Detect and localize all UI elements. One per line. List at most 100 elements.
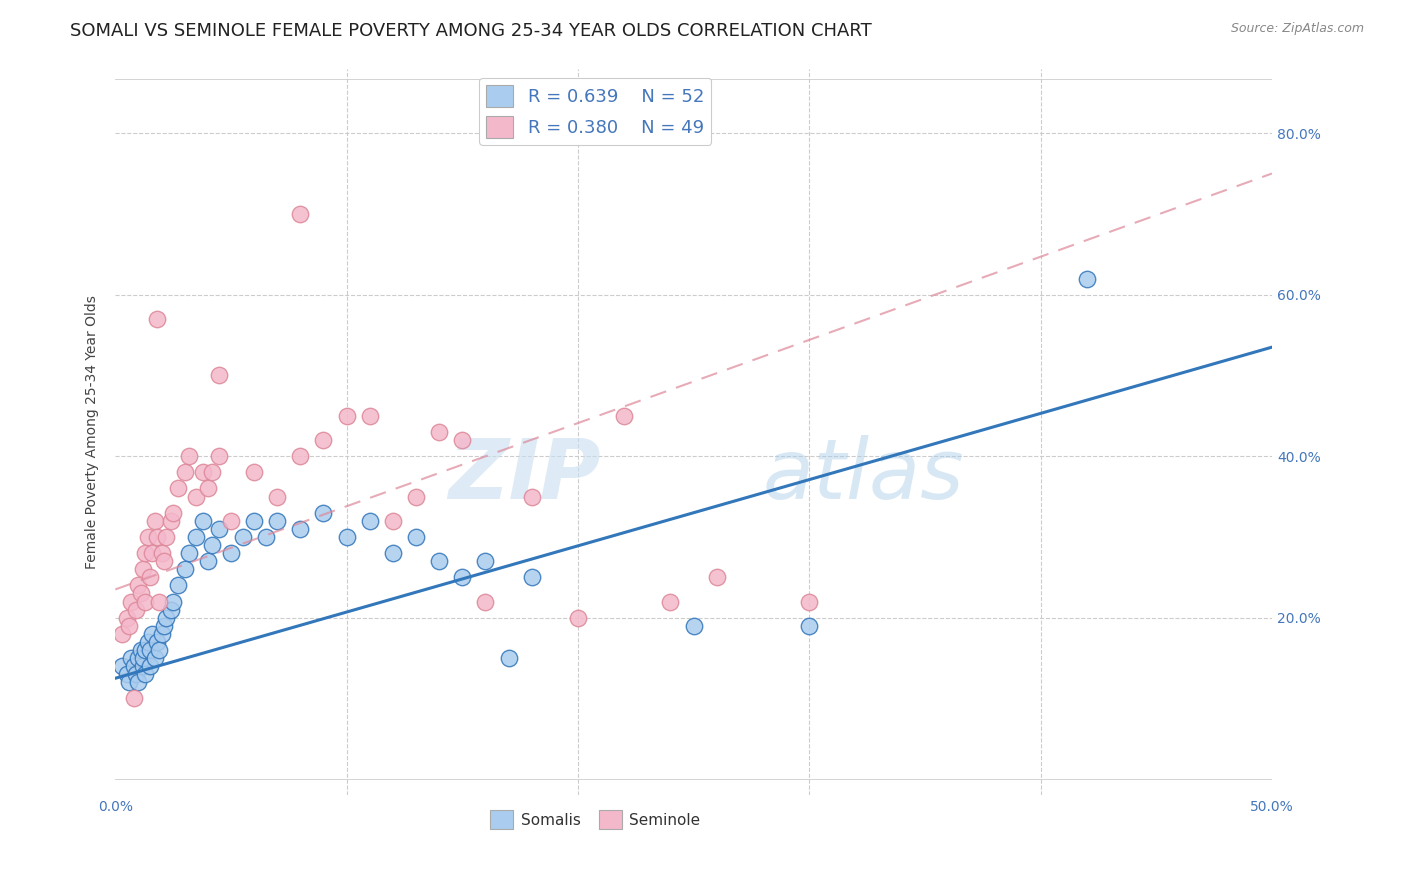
Point xyxy=(150,627,173,641)
Point xyxy=(139,643,162,657)
Point xyxy=(197,554,219,568)
Point xyxy=(173,466,195,480)
Point xyxy=(136,635,159,649)
Point xyxy=(159,514,181,528)
Point xyxy=(134,594,156,608)
Point xyxy=(162,594,184,608)
Point xyxy=(127,675,149,690)
Point xyxy=(153,554,176,568)
Point xyxy=(451,570,474,584)
Point xyxy=(122,659,145,673)
Point xyxy=(122,691,145,706)
Point xyxy=(125,667,148,681)
Point xyxy=(127,578,149,592)
Point xyxy=(336,409,359,423)
Point xyxy=(201,466,224,480)
Point xyxy=(290,207,312,221)
Point xyxy=(520,570,543,584)
Point xyxy=(208,522,231,536)
Text: atlas: atlas xyxy=(763,435,965,516)
Point xyxy=(706,570,728,584)
Point xyxy=(121,594,143,608)
Point xyxy=(201,538,224,552)
Text: SOMALI VS SEMINOLE FEMALE POVERTY AMONG 25-34 YEAR OLDS CORRELATION CHART: SOMALI VS SEMINOLE FEMALE POVERTY AMONG … xyxy=(70,22,872,40)
Point xyxy=(179,449,201,463)
Point xyxy=(520,490,543,504)
Point xyxy=(146,311,169,326)
Point xyxy=(682,619,704,633)
Point xyxy=(125,602,148,616)
Point xyxy=(799,619,821,633)
Text: Source: ZipAtlas.com: Source: ZipAtlas.com xyxy=(1230,22,1364,36)
Y-axis label: Female Poverty Among 25-34 Year Olds: Female Poverty Among 25-34 Year Olds xyxy=(86,295,100,569)
Point xyxy=(132,562,155,576)
Point xyxy=(141,627,163,641)
Point xyxy=(132,659,155,673)
Point xyxy=(613,409,636,423)
Point xyxy=(243,466,266,480)
Point xyxy=(132,651,155,665)
Point xyxy=(290,522,312,536)
Point xyxy=(134,643,156,657)
Point xyxy=(173,562,195,576)
Point xyxy=(243,514,266,528)
Point xyxy=(139,659,162,673)
Point xyxy=(219,514,242,528)
Point xyxy=(312,506,335,520)
Point xyxy=(121,651,143,665)
Point xyxy=(231,530,253,544)
Point xyxy=(197,482,219,496)
Point xyxy=(146,635,169,649)
Point xyxy=(146,530,169,544)
Point xyxy=(153,619,176,633)
Point xyxy=(427,554,450,568)
Point xyxy=(111,659,134,673)
Point xyxy=(111,627,134,641)
Point xyxy=(115,611,138,625)
Point xyxy=(150,546,173,560)
Point xyxy=(799,594,821,608)
Point xyxy=(266,490,288,504)
Point xyxy=(451,433,474,447)
Point xyxy=(186,530,208,544)
Point xyxy=(219,546,242,560)
Point xyxy=(148,643,170,657)
Point xyxy=(155,611,177,625)
Point xyxy=(127,651,149,665)
Point xyxy=(359,514,381,528)
Point xyxy=(155,530,177,544)
Text: ZIP: ZIP xyxy=(449,435,602,516)
Point xyxy=(208,368,231,383)
Point xyxy=(162,506,184,520)
Point xyxy=(567,611,589,625)
Point xyxy=(143,651,166,665)
Point xyxy=(359,409,381,423)
Point xyxy=(136,530,159,544)
Point xyxy=(266,514,288,528)
Point xyxy=(193,466,215,480)
Point xyxy=(381,546,404,560)
Point xyxy=(254,530,277,544)
Point xyxy=(381,514,404,528)
Point xyxy=(118,675,141,690)
Point xyxy=(312,433,335,447)
Point xyxy=(405,530,427,544)
Point xyxy=(193,514,215,528)
Point xyxy=(166,482,188,496)
Point xyxy=(115,667,138,681)
Point xyxy=(179,546,201,560)
Point xyxy=(134,546,156,560)
Point xyxy=(290,449,312,463)
Point xyxy=(659,594,682,608)
Point xyxy=(166,578,188,592)
Point xyxy=(498,651,520,665)
Point xyxy=(186,490,208,504)
Point xyxy=(141,546,163,560)
Point xyxy=(139,570,162,584)
Point xyxy=(474,554,496,568)
Point xyxy=(129,586,152,600)
Point xyxy=(405,490,427,504)
Legend: Somalis, Seminole: Somalis, Seminole xyxy=(484,805,707,835)
Point xyxy=(148,594,170,608)
Point xyxy=(129,643,152,657)
